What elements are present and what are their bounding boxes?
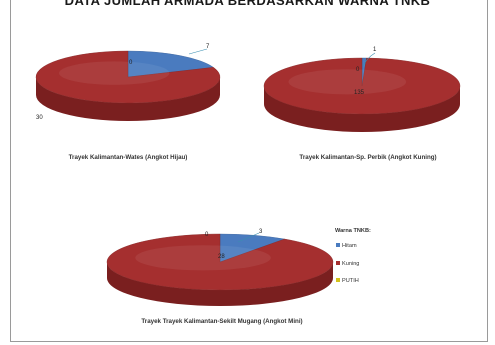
slide-frame — [10, 0, 488, 342]
pie-1-label-kuning: 30 — [36, 115, 43, 121]
pie-3-label-putih: 0 — [205, 232, 209, 238]
pie-1-label-putih: 0 — [129, 60, 133, 66]
pie-2-wall — [264, 86, 460, 132]
pie-2-label-hitam: 1 — [373, 47, 377, 53]
pie-3-label-hitam: 3 — [259, 229, 263, 235]
pie-1-wall — [36, 77, 220, 121]
pie-2-slice-kuning — [263, 57, 461, 115]
pie-2-title: Trayek Kalimantan-Sp. Perbik (Angkot Kun… — [299, 154, 436, 161]
pie-3-side — [107, 262, 333, 306]
pie-1-slice-kuning — [35, 50, 221, 104]
legend-label-kuning: Kuning — [342, 261, 359, 267]
pie-3-wall — [107, 262, 333, 306]
pie-chart-3: 3 0 28 Trayek Trayek Kalimantan-Sekilt M… — [106, 229, 334, 325]
pie-2-highlight — [288, 69, 407, 95]
page-title: DATA JUMLAH ARMADA BERDASARKAN WARNA TNK… — [64, 0, 431, 8]
pie-1-leader-hitam — [188, 48, 208, 55]
pie-3-top — [106, 233, 334, 291]
pie-3-label-kuning: 28 — [218, 254, 225, 260]
pie-1-highlight — [58, 61, 170, 85]
pie-1-top — [35, 50, 221, 104]
pie-2-top — [263, 57, 461, 115]
legend: Warna TNKB: Hitam Kuning PUTIH — [335, 228, 371, 284]
pie-3-title: Trayek Trayek Kalimantan-Sekilt Mugang (… — [141, 318, 302, 325]
pie-3-highlight — [135, 245, 271, 271]
legend-label-hitam: Hitam — [342, 243, 357, 249]
legend-title: Warna TNKB: — [335, 228, 371, 234]
legend-label-putih: PUTIH — [342, 278, 359, 284]
pie-2-label-putih: 0 — [356, 67, 360, 73]
pie-1-title: Trayek Kalimantan-Wates (Angkot Hijau) — [69, 154, 188, 161]
pie-2-side — [264, 86, 460, 132]
pie-chart-2: 1 0 135 Trayek Kalimantan-Sp. Perbik (An… — [263, 47, 461, 161]
pie-3-slice-kuning — [106, 233, 334, 291]
pie-1-side — [36, 77, 220, 121]
pie-2-label-kuning: 135 — [354, 90, 365, 96]
pie-chart-1: 7 0 30 Trayek Kalimantan-Wates (Angkot H… — [35, 44, 221, 161]
legend-swatch-kuning — [336, 261, 340, 265]
legend-swatch-putih — [336, 278, 340, 282]
legend-swatch-hitam — [336, 243, 340, 247]
pie-1-slice-hitam — [127, 50, 214, 78]
pie-2-leader-hitam — [362, 52, 376, 67]
pie-3-leader-hitam — [237, 232, 260, 243]
pie-1-label-hitam: 7 — [206, 44, 210, 50]
